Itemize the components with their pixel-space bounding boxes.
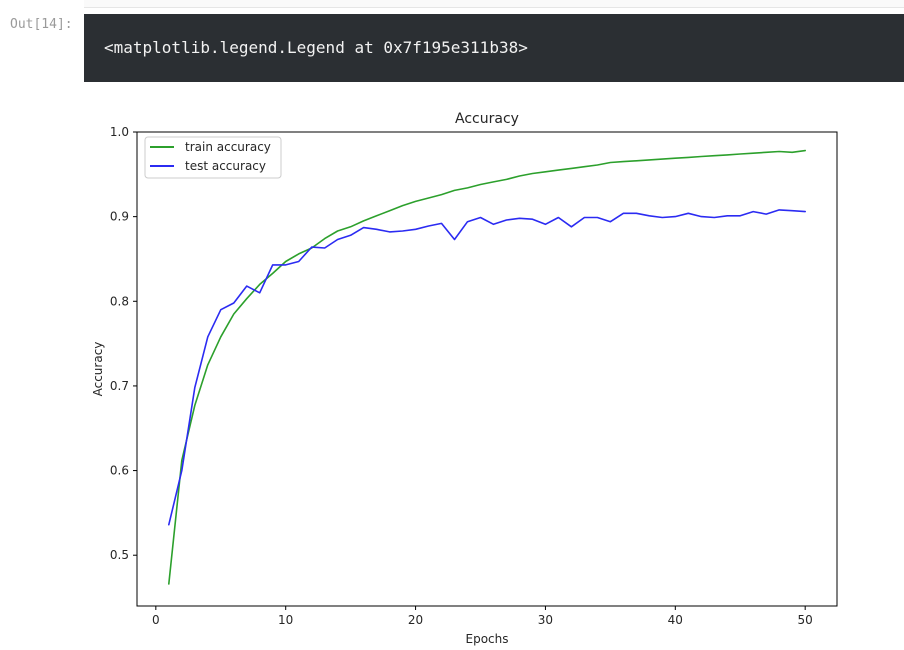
y-tick-label: 0.9 [110, 210, 129, 224]
y-tick-label: 0.6 [110, 464, 129, 478]
x-tick-label: 20 [408, 613, 423, 627]
y-tick-label: 0.5 [110, 548, 129, 562]
legend-label-test: test accuracy [185, 159, 266, 173]
previous-cell-edge [84, 0, 904, 8]
x-tick-label: 10 [278, 613, 293, 627]
output-text[interactable]: <matplotlib.legend.Legend at 0x7f195e311… [84, 14, 904, 82]
output-prompt: Out[14]: [10, 17, 73, 32]
series-line-test [168, 209, 807, 526]
y-tick-label: 1.0 [110, 125, 129, 139]
y-axis-label: Accuracy [91, 342, 105, 397]
x-tick-label: 50 [798, 613, 813, 627]
x-axis-label: Epochs [466, 632, 509, 646]
legend-box [144, 136, 282, 179]
y-ticks: 0.5 0.6 0.7 0.8 0.9 1.0 [110, 125, 137, 562]
chart-title: Accuracy [455, 111, 519, 127]
series-layer [168, 149, 807, 585]
legend: train accuracy test accuracy [144, 136, 282, 179]
y-tick-label: 0.8 [110, 294, 129, 308]
accuracy-chart: Accuracy Epochs Accuracy 0 10 20 30 40 50 0.5… [91, 111, 838, 646]
x-tick-label: 0 [152, 613, 160, 627]
y-tick-label: 0.7 [110, 379, 129, 393]
series-line-train [168, 149, 807, 585]
x-tick-label: 30 [538, 613, 553, 627]
plot-area [136, 131, 838, 607]
x-tick-label: 40 [668, 613, 683, 627]
x-ticks: 0 10 20 30 40 50 [152, 606, 813, 627]
legend-label-train: train accuracy [185, 140, 271, 154]
